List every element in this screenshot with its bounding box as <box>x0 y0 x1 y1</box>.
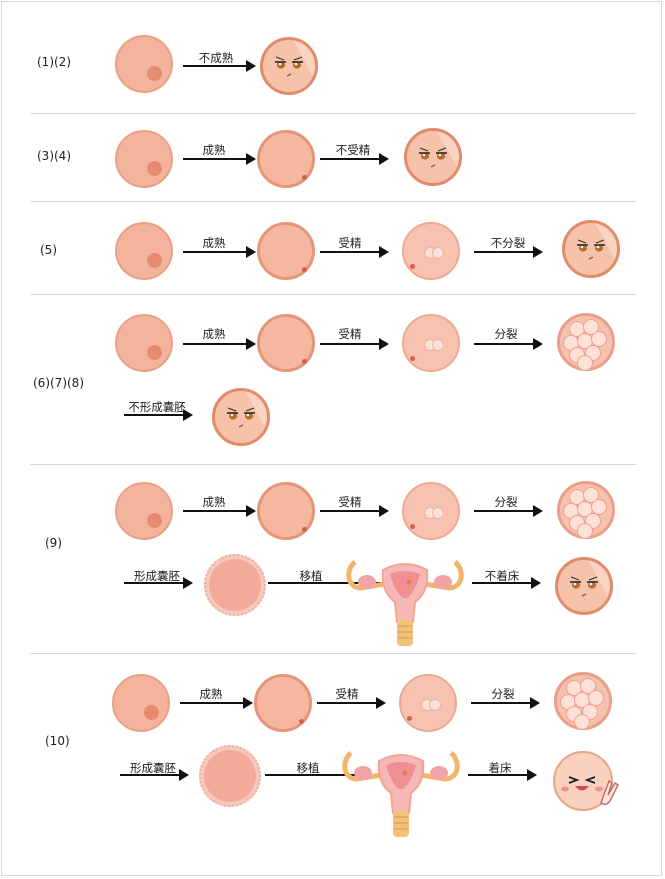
step-arrow <box>183 60 256 72</box>
mature-egg-icon <box>254 674 312 732</box>
mature-egg-icon <box>257 482 315 540</box>
step-arrow <box>474 505 543 517</box>
step-arrow <box>468 769 537 781</box>
row-divider <box>30 464 636 465</box>
row-label: (10) <box>45 734 70 748</box>
row-divider <box>30 201 636 202</box>
step-label: 不受精 <box>335 143 371 157</box>
mature-egg-icon <box>257 314 315 372</box>
step-label: 成熟 <box>202 495 226 509</box>
step-label: 不分裂 <box>490 236 526 250</box>
fertilized-egg-icon <box>402 482 460 540</box>
step-label: 形成囊胚 <box>134 569 180 583</box>
row-label: (3)(4) <box>37 149 71 163</box>
blastocyst-icon <box>204 554 266 616</box>
step-arrow <box>180 697 253 709</box>
row-divider <box>30 294 636 295</box>
sad-face-icon <box>260 37 318 95</box>
uterus-icon <box>341 743 461 842</box>
sad-face-icon <box>562 220 620 278</box>
step-label: 分裂 <box>491 687 515 701</box>
row-divider <box>30 653 636 654</box>
step-label: 受精 <box>338 327 362 341</box>
step-label: 形成囊胚 <box>130 761 176 775</box>
step-arrow <box>474 338 543 350</box>
step-label: 不形成囊胚 <box>128 400 186 414</box>
egg-cell-icon <box>115 222 173 280</box>
step-label: 成熟 <box>199 687 223 701</box>
step-arrow <box>320 246 389 258</box>
row-label: (9) <box>45 536 62 550</box>
sad-face-icon <box>212 388 270 446</box>
row-divider <box>30 113 636 114</box>
row-label: (5) <box>40 243 57 257</box>
step-arrow <box>183 246 256 258</box>
blastocyst-icon <box>199 745 261 807</box>
egg-cell-icon <box>115 130 173 188</box>
sad-face-icon <box>555 557 613 615</box>
morula-icon <box>557 481 615 539</box>
step-label: 不成熟 <box>198 51 234 65</box>
egg-cell-icon <box>115 314 173 372</box>
step-arrow <box>471 697 540 709</box>
egg-cell-icon <box>115 482 173 540</box>
mature-egg-icon <box>257 222 315 280</box>
mature-egg-icon <box>257 130 315 188</box>
step-arrow <box>183 338 256 350</box>
happy-face-peace-sign-icon <box>553 751 619 811</box>
step-arrow <box>317 697 386 709</box>
step-label: 成熟 <box>202 143 226 157</box>
sad-face-icon <box>404 128 462 186</box>
row-label: (1)(2) <box>37 55 71 69</box>
fertilized-egg-icon <box>402 314 460 372</box>
uterus-icon <box>345 552 465 651</box>
step-arrow <box>124 577 193 589</box>
row-label: (6)(7)(8) <box>33 376 84 390</box>
step-arrow <box>474 246 543 258</box>
fertilized-egg-icon <box>399 674 457 732</box>
step-arrow <box>320 505 389 517</box>
step-arrow <box>320 338 389 350</box>
step-arrow <box>124 409 193 421</box>
fertilized-egg-icon <box>402 222 460 280</box>
step-label: 分裂 <box>494 495 518 509</box>
step-label: 受精 <box>338 236 362 250</box>
step-label: 受精 <box>335 687 359 701</box>
step-label: 移植 <box>296 761 320 775</box>
step-arrow <box>120 769 189 781</box>
step-label: 成熟 <box>202 327 226 341</box>
step-arrow <box>183 505 256 517</box>
morula-icon <box>557 313 615 371</box>
step-label: 成熟 <box>202 236 226 250</box>
step-label: 不着床 <box>484 569 520 583</box>
step-arrow <box>472 577 541 589</box>
step-arrow <box>320 153 389 165</box>
step-label: 分裂 <box>494 327 518 341</box>
egg-cell-icon <box>112 674 170 732</box>
step-label: 受精 <box>338 495 362 509</box>
egg-cell-icon <box>115 35 173 93</box>
step-label: 着床 <box>488 761 512 775</box>
step-label: 移植 <box>299 569 323 583</box>
morula-icon <box>554 672 612 730</box>
step-arrow <box>183 153 256 165</box>
